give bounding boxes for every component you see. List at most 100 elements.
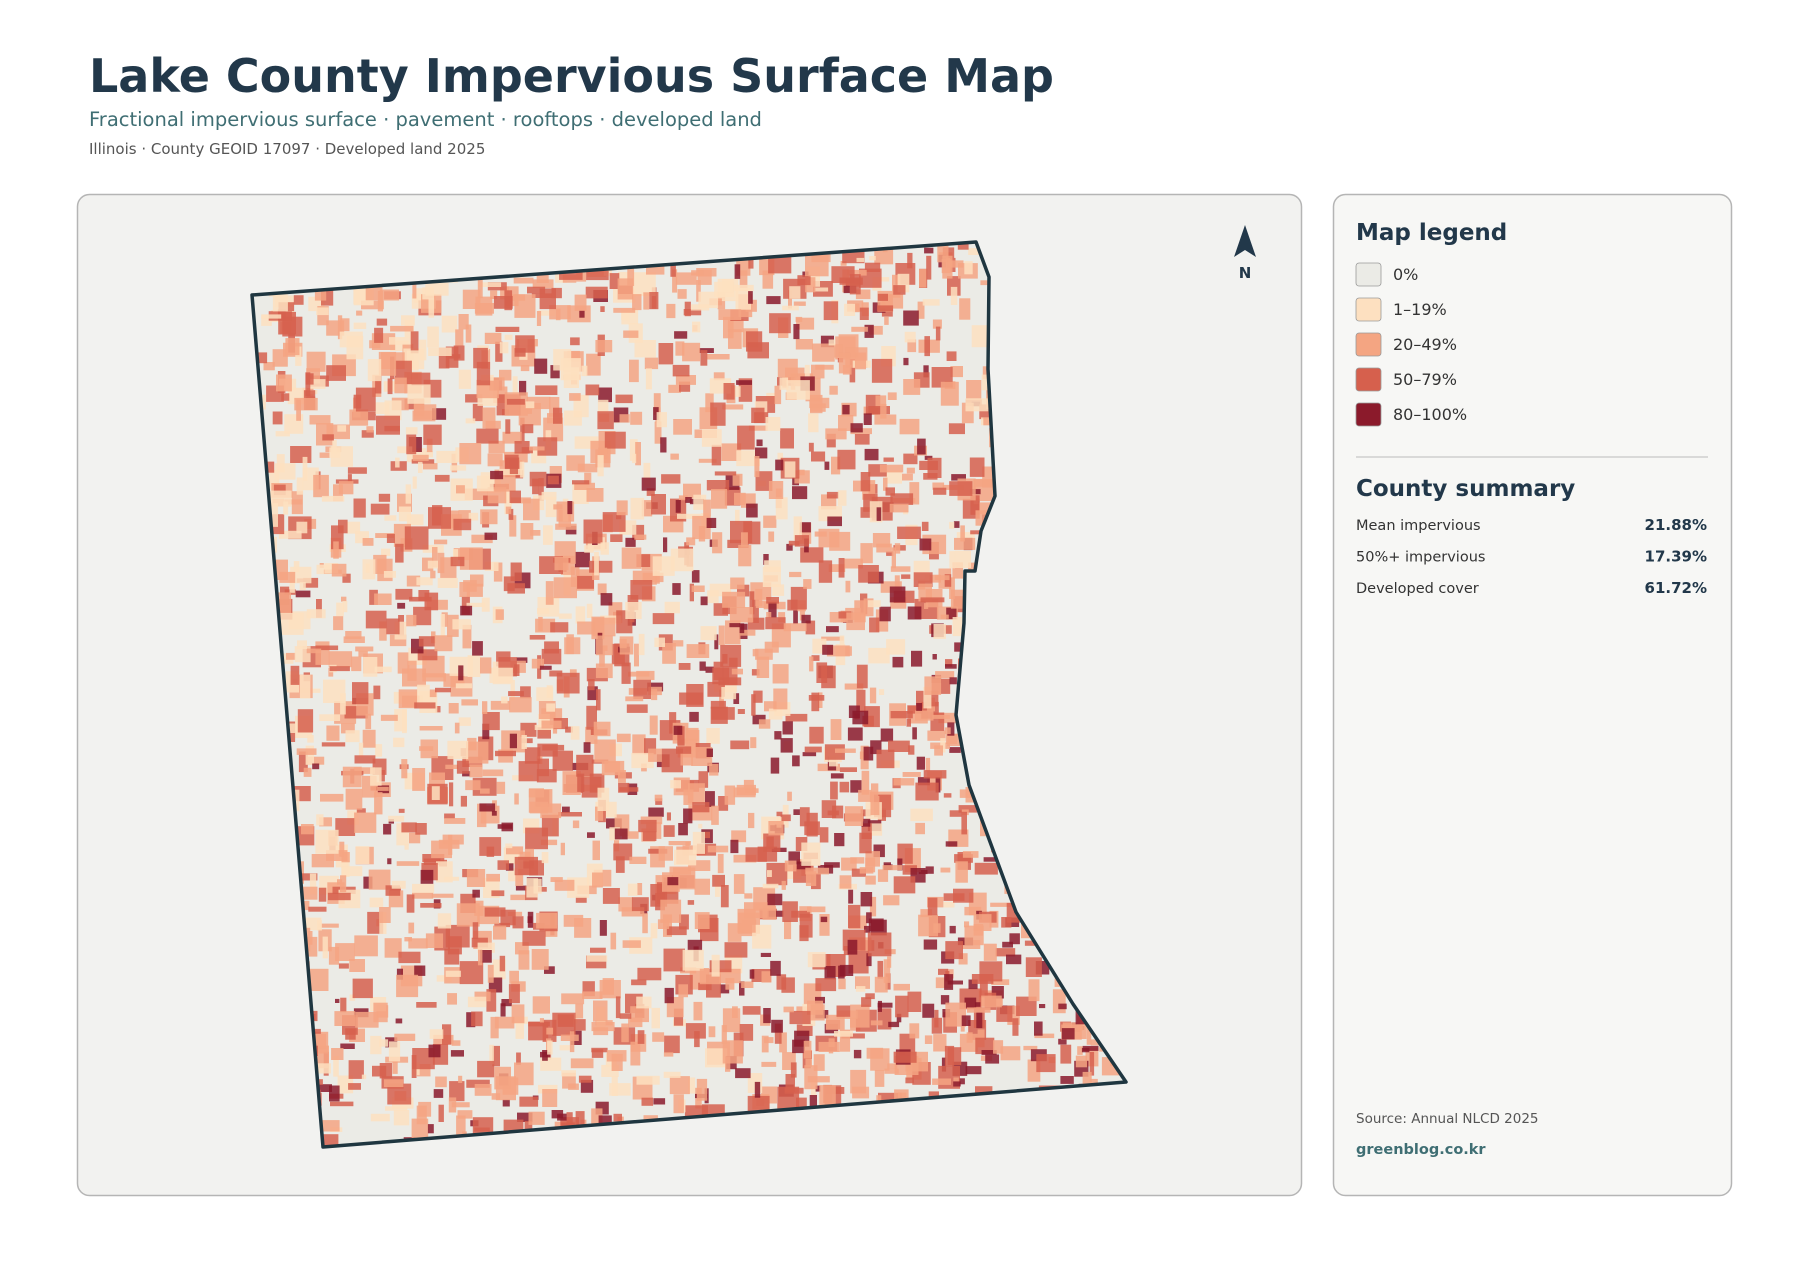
- raster-cell: [850, 423, 863, 433]
- raster-cell: [1052, 989, 1066, 1014]
- raster-cell: [933, 624, 946, 639]
- raster-cell: [384, 938, 402, 958]
- raster-cell: [354, 935, 378, 957]
- raster-cell: [387, 1083, 412, 1105]
- raster-cell: [664, 601, 680, 614]
- raster-cell: [892, 656, 904, 668]
- raster-cell: [890, 597, 907, 609]
- raster-cell: [779, 377, 789, 390]
- raster-cell: [434, 539, 448, 545]
- raster-cell: [866, 912, 872, 924]
- raster-cell: [495, 750, 516, 757]
- raster-cell: [455, 683, 472, 689]
- raster-cell: [536, 687, 554, 701]
- raster-cell: [799, 807, 810, 827]
- raster-cell: [274, 463, 296, 480]
- raster-cell: [813, 1054, 825, 1071]
- raster-cell: [839, 767, 857, 772]
- legend-label: 50–79%: [1393, 370, 1457, 389]
- raster-cell: [593, 1027, 609, 1036]
- legend-swatch: [1355, 402, 1382, 427]
- raster-cell: [710, 700, 726, 709]
- raster-cell: [722, 654, 728, 664]
- raster-cell: [543, 525, 553, 545]
- raster-cell: [472, 889, 480, 898]
- raster-cell: [917, 301, 925, 319]
- raster-cell: [482, 769, 504, 777]
- raster-cell: [611, 1076, 618, 1096]
- raster-cell: [588, 679, 595, 691]
- raster-cell: [793, 809, 800, 815]
- raster-cell: [756, 656, 770, 678]
- raster-cell: [397, 652, 410, 674]
- raster-cell: [865, 851, 880, 867]
- raster-cell: [301, 824, 314, 835]
- raster-cell: [719, 984, 730, 994]
- raster-cell: [763, 554, 769, 565]
- raster-cell: [438, 347, 450, 369]
- raster-cell: [923, 939, 938, 950]
- raster-cell: [876, 543, 892, 553]
- raster-cell: [572, 820, 580, 829]
- raster-cell: [734, 264, 741, 279]
- raster-cell: [898, 1092, 907, 1102]
- raster-cell: [797, 275, 811, 286]
- raster-cell: [1006, 954, 1022, 965]
- raster-cell: [871, 358, 893, 383]
- raster-cell: [600, 542, 609, 555]
- raster-cell: [718, 309, 742, 320]
- raster-cell: [734, 492, 746, 505]
- raster-cell: [941, 1057, 947, 1072]
- raster-cell: [650, 923, 658, 939]
- raster-cell: [835, 748, 856, 753]
- raster-cell: [751, 694, 756, 716]
- raster-cell: [1075, 1055, 1087, 1068]
- raster-cell: [865, 993, 875, 1000]
- raster-cell: [821, 636, 844, 641]
- raster-cell: [698, 771, 709, 788]
- raster-cell: [735, 1068, 751, 1079]
- raster-cell: [656, 412, 667, 428]
- raster-cell: [330, 1101, 354, 1107]
- raster-cell: [412, 454, 429, 461]
- raster-cell: [766, 296, 781, 305]
- raster-cell: [883, 477, 888, 491]
- raster-cell: [909, 482, 920, 505]
- raster-cell: [318, 923, 339, 928]
- raster-cell: [877, 293, 888, 301]
- raster-cell: [974, 1002, 981, 1007]
- raster-cell: [515, 874, 524, 886]
- raster-cell: [947, 1047, 962, 1066]
- raster-cell: [859, 751, 866, 760]
- raster-cell: [781, 880, 786, 890]
- raster-cell: [412, 883, 435, 893]
- raster-cell: [437, 913, 452, 929]
- raster-cell: [598, 387, 612, 403]
- raster-cell: [803, 1040, 812, 1059]
- raster-cell: [487, 964, 494, 983]
- raster-cell: [752, 649, 759, 657]
- raster-cell: [763, 1008, 771, 1024]
- raster-cell: [477, 345, 489, 351]
- raster-cell: [701, 429, 722, 447]
- raster-cell: [480, 657, 492, 674]
- raster-cell: [459, 547, 483, 570]
- raster-cell: [830, 719, 842, 740]
- raster-cell: [477, 276, 483, 299]
- raster-cell: [861, 823, 872, 839]
- raster-cell: [506, 846, 524, 855]
- raster-cell: [686, 684, 704, 707]
- raster-cell: [374, 327, 384, 343]
- raster-cell: [481, 597, 490, 612]
- raster-cell: [782, 721, 793, 735]
- raster-cell: [648, 807, 664, 817]
- raster-cell: [1025, 957, 1042, 977]
- raster-cell: [621, 907, 645, 917]
- raster-cell: [875, 395, 887, 408]
- raster-cell: [839, 875, 852, 889]
- raster-cell: [968, 248, 986, 255]
- raster-cell: [864, 262, 881, 272]
- raster-cell: [565, 726, 573, 733]
- raster-cell: [684, 1105, 708, 1118]
